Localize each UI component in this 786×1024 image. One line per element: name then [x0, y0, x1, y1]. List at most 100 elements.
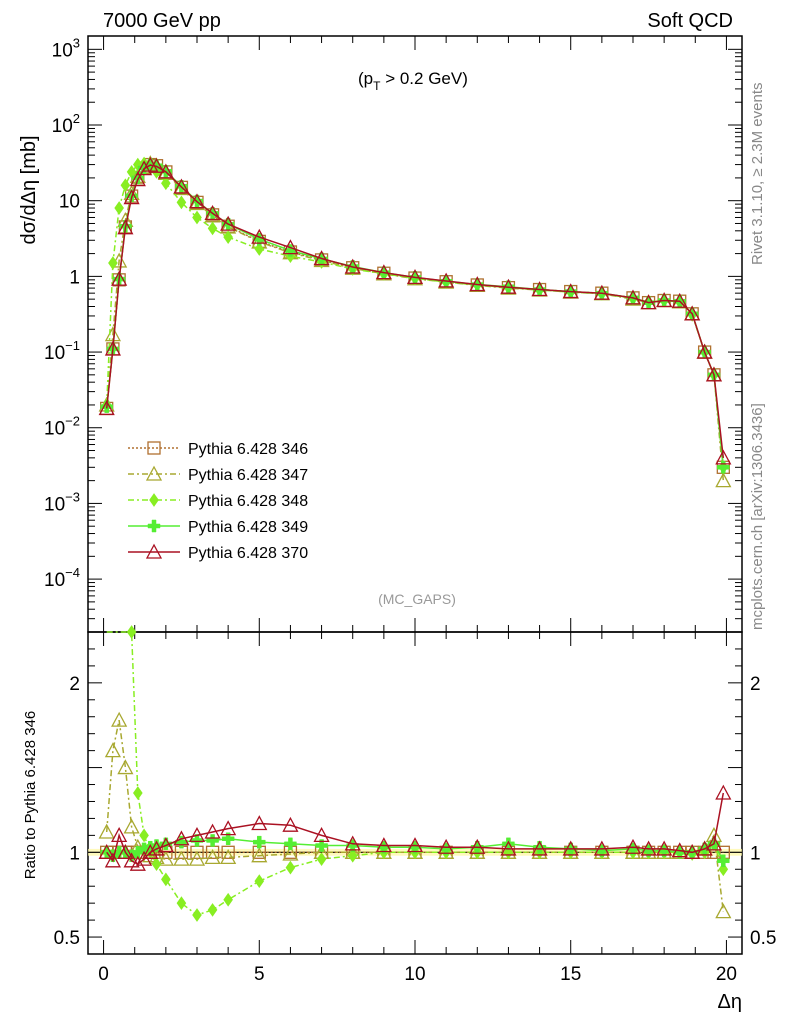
ratio-point — [344, 835, 361, 851]
ratio-point — [315, 839, 328, 852]
x-tick-label: 5 — [254, 964, 265, 985]
legend-marker — [147, 441, 161, 455]
ratio-point — [123, 852, 140, 868]
ratio-point — [251, 815, 268, 831]
ratio-point — [285, 860, 296, 875]
data-point — [593, 284, 610, 300]
ratio-point — [531, 840, 548, 856]
y-tick-label: 10−2 — [44, 414, 80, 440]
ratio-series-2 — [106, 625, 729, 922]
data-point — [104, 340, 122, 356]
legend: Pythia 6.428 346 Pythia 6.428 347 Pythia 6… — [128, 441, 308, 562]
ratio-point — [104, 852, 122, 868]
data-point — [313, 250, 330, 266]
data-point — [717, 461, 730, 474]
ratio-point — [375, 837, 392, 853]
ratio-point — [469, 838, 486, 854]
legend-label: Pythia 6.428 346 — [188, 441, 308, 458]
ratio-point — [251, 847, 268, 863]
ratio-point — [204, 823, 221, 839]
data-point — [715, 472, 732, 488]
data-point — [469, 276, 486, 292]
main-panel-frame — [87, 35, 743, 633]
data-point — [161, 176, 171, 191]
ratio-y-tick-label: 1 — [69, 843, 80, 864]
ratio-point — [157, 850, 174, 866]
data-point — [135, 160, 153, 176]
data-point — [500, 278, 517, 294]
data-point — [715, 449, 732, 465]
y-tick-label: 1 — [69, 267, 80, 288]
ratio-point — [500, 840, 517, 856]
y-tick-label: 10 — [59, 192, 80, 213]
ratio-point — [223, 892, 233, 907]
ratio-point — [161, 872, 171, 887]
x-axis-label: Δη — [718, 991, 742, 1013]
mcplots-label: mcplots.cern.ch [arXiv:1306.3436] — [749, 403, 766, 630]
ratio-point — [705, 835, 723, 851]
ratio-y-tick-label: 0.5 — [54, 928, 80, 949]
ratio-point — [207, 903, 218, 917]
ratio-point — [192, 908, 202, 922]
data-point — [207, 221, 218, 236]
y-tick-label: 10−3 — [44, 489, 80, 515]
ratio-y-tick-label-right: 2 — [750, 674, 761, 695]
ratio-y-tick-label-right: 0.5 — [750, 928, 776, 949]
ratio-point — [593, 840, 610, 856]
data-point — [192, 210, 202, 225]
data-point — [188, 193, 206, 209]
series-1 — [98, 155, 732, 488]
ratio-point — [220, 820, 237, 836]
legend-marker — [145, 543, 163, 559]
legend-label: Pythia 6.428 348 — [188, 493, 308, 510]
data-point — [173, 178, 190, 194]
ratio-point — [98, 823, 115, 839]
ratio-point — [282, 845, 299, 861]
data-point — [671, 292, 688, 308]
y-tick-label: 10−4 — [44, 565, 80, 591]
data-point — [157, 163, 174, 179]
ratio-point — [624, 838, 642, 854]
ratio-y-tick-label: 2 — [69, 674, 80, 695]
ratio-point — [142, 843, 159, 859]
ratio-point — [117, 843, 134, 859]
ratio-panel-frame — [87, 631, 743, 955]
ratio-point — [656, 840, 673, 856]
ratio-point — [313, 826, 330, 843]
ratio-point — [111, 826, 128, 843]
ratio-point — [684, 843, 701, 859]
legend-marker — [149, 493, 159, 507]
data-point — [438, 272, 455, 288]
axes-layer: 0 5 10 15 20 10−4 10−3 10−2 10−1 1 10 102 103 0.5 0.5 1… — [44, 35, 776, 985]
data-point — [282, 239, 299, 255]
ratio-point — [176, 896, 187, 911]
ratio-point — [715, 784, 732, 800]
data-point — [176, 195, 187, 210]
series-line — [105, 162, 725, 481]
data-point — [656, 292, 673, 308]
ratio-point — [502, 837, 515, 851]
x-tick-label: 15 — [560, 964, 581, 985]
cut-annotation: (pT > 0.2 GeV) — [358, 69, 468, 93]
main-series-layer — [98, 155, 732, 488]
legend-marker — [147, 519, 161, 533]
x-tick-label: 0 — [98, 964, 109, 985]
data-point — [406, 269, 424, 285]
data-point — [624, 289, 642, 305]
ratio-point — [562, 840, 579, 856]
ratio-point — [671, 842, 688, 858]
ratio-point — [173, 830, 190, 846]
ratio-point — [157, 837, 174, 853]
data-point — [108, 256, 118, 270]
series-4 — [98, 156, 732, 465]
ratio-point — [111, 711, 128, 727]
ratio-point — [188, 826, 206, 843]
ratio-point — [717, 854, 730, 868]
x-tick-label: 20 — [716, 964, 737, 985]
ratio-point — [220, 849, 237, 865]
data-point — [531, 281, 548, 297]
data-point — [375, 264, 392, 280]
data-point — [684, 305, 701, 321]
